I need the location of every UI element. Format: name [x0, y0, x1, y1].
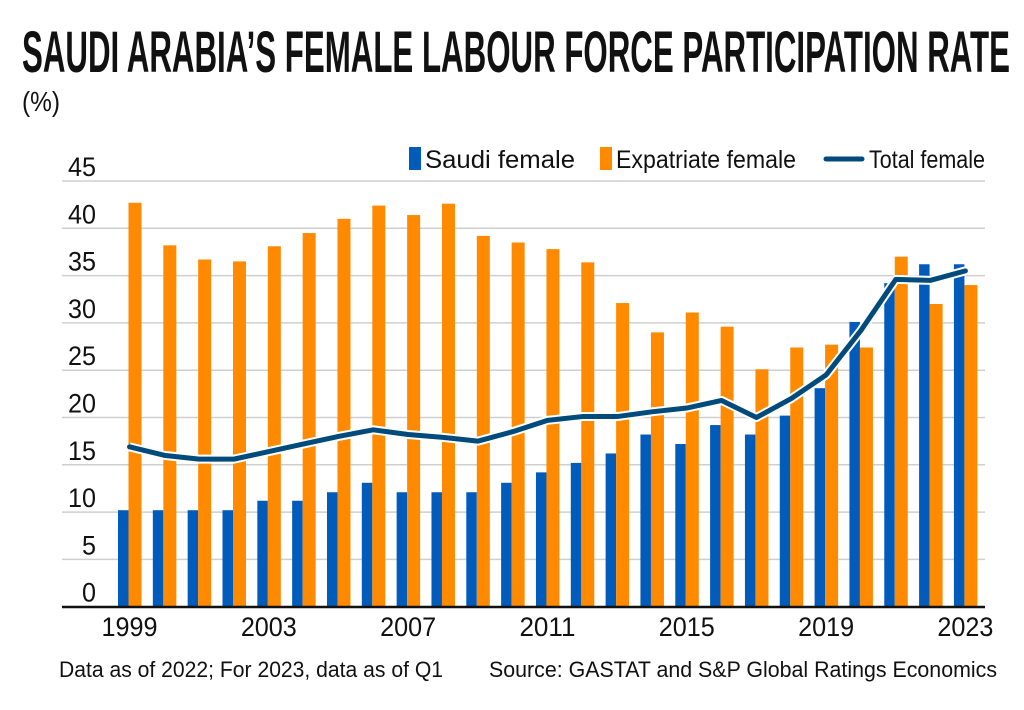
- y-tick-label: 35: [68, 247, 96, 277]
- bar-saudi-2010: [501, 482, 512, 607]
- legend-swatch-saudi: [409, 147, 421, 170]
- bar-saudi-1999: [118, 510, 129, 607]
- legend: Saudi female Expatriate female Total fem…: [409, 146, 985, 174]
- y-tick-label: 45: [68, 152, 96, 182]
- bar-expatriate-2002: [232, 261, 246, 607]
- bar-expatriate-2012: [581, 262, 595, 607]
- footnote: Data as of 2022; For 2023, data as of Q1: [59, 657, 443, 682]
- x-tick-label: 2019: [798, 612, 854, 642]
- x-tick-label: 2015: [659, 612, 715, 642]
- bar-expatriate-2021: [894, 256, 908, 607]
- source-note: Source: GASTAT and S&P Global Ratings Ec…: [489, 657, 997, 682]
- bar-expatriate-2017: [755, 369, 769, 607]
- bar-saudi-2023: [953, 264, 965, 607]
- legend-label-saudi: Saudi female: [425, 146, 575, 174]
- y-tick-label: 20: [68, 389, 96, 419]
- y-axis-ticks: 0 5 10 15 20 25 30 35 40 45: [68, 152, 96, 608]
- bar-expatriate-2018: [790, 347, 804, 607]
- bar-saudi-2014: [640, 434, 651, 607]
- bar-saudi-2000: [152, 510, 164, 607]
- total-female-line: [127, 268, 968, 462]
- bar-expatriate-2016: [720, 326, 734, 607]
- bar-expatriate-2006: [372, 205, 386, 607]
- bar-saudi-2017: [744, 434, 756, 607]
- bar-saudi-2006: [361, 482, 373, 607]
- bar-saudi-2022: [919, 264, 930, 607]
- bar-saudi-2015: [675, 443, 686, 607]
- chart-subtitle: (%): [22, 86, 60, 117]
- y-tick-label: 25: [68, 341, 96, 371]
- bar-saudi-2018: [779, 415, 791, 607]
- x-tick-label: 1999: [102, 612, 158, 642]
- bar-saudi-2003: [257, 500, 268, 607]
- bar-expatriate-2001: [198, 259, 212, 607]
- bars: [118, 202, 978, 607]
- bar-saudi-2001: [187, 510, 199, 607]
- x-tick-label: 2023: [937, 612, 993, 642]
- bar-saudi-2016: [710, 425, 721, 607]
- bar-expatriate-2009: [476, 235, 490, 607]
- bar-saudi-2005: [326, 492, 338, 607]
- total-female-line-group: [127, 266, 968, 464]
- bar-expatriate-2022: [929, 303, 943, 607]
- chart-title: SAUDI ARABIA’S FEMALE LABOUR FORCE PARTI…: [22, 20, 1010, 85]
- bar-expatriate-2019: [825, 344, 839, 607]
- bar-expatriate-2014: [650, 332, 664, 607]
- x-tick-label: 2003: [241, 612, 297, 642]
- bar-expatriate-2005: [337, 218, 351, 607]
- bar-saudi-2020: [849, 321, 860, 607]
- bar-saudi-2007: [396, 492, 408, 607]
- bar-saudi-2011: [535, 472, 547, 607]
- x-axis-ticks: 1999 2003 2007 2011 2015 2019 2023: [102, 612, 994, 642]
- bar-expatriate-2013: [616, 303, 630, 607]
- x-tick-label: 2007: [380, 612, 436, 642]
- bar-expatriate-2015: [685, 312, 699, 607]
- bar-saudi-2002: [222, 510, 233, 607]
- bar-saudi-2004: [292, 500, 303, 607]
- legend-swatch-expatriate: [600, 147, 612, 170]
- y-tick-label: 15: [68, 436, 96, 466]
- bar-expatriate-2011: [546, 249, 560, 607]
- bar-saudi-2013: [605, 453, 617, 607]
- y-tick-label: 40: [68, 199, 96, 229]
- bar-expatriate-2003: [267, 246, 281, 607]
- bar-expatriate-2007: [407, 215, 421, 607]
- bar-expatriate-2004: [302, 233, 316, 607]
- x-tick-label: 2011: [519, 612, 575, 642]
- bar-saudi-2008: [431, 492, 442, 607]
- bar-saudi-2009: [466, 492, 477, 607]
- bar-expatriate-2008: [441, 203, 455, 607]
- legend-label-total: Total female: [869, 146, 985, 174]
- bar-expatriate-2023: [964, 285, 978, 607]
- y-tick-label: 5: [82, 530, 96, 560]
- bar-saudi-2019: [814, 388, 826, 607]
- y-tick-label: 30: [68, 294, 96, 324]
- bar-expatriate-2010: [511, 242, 525, 607]
- y-tick-label: 0: [82, 578, 96, 608]
- bar-saudi-2012: [570, 462, 582, 607]
- bar-expatriate-1999: [128, 202, 142, 607]
- bar-expatriate-2020: [859, 347, 873, 607]
- y-tick-label: 10: [68, 483, 96, 513]
- bar-expatriate-2000: [163, 245, 177, 607]
- legend-label-expatriate: Expatriate female: [616, 146, 796, 174]
- bar-saudi-2021: [884, 283, 895, 607]
